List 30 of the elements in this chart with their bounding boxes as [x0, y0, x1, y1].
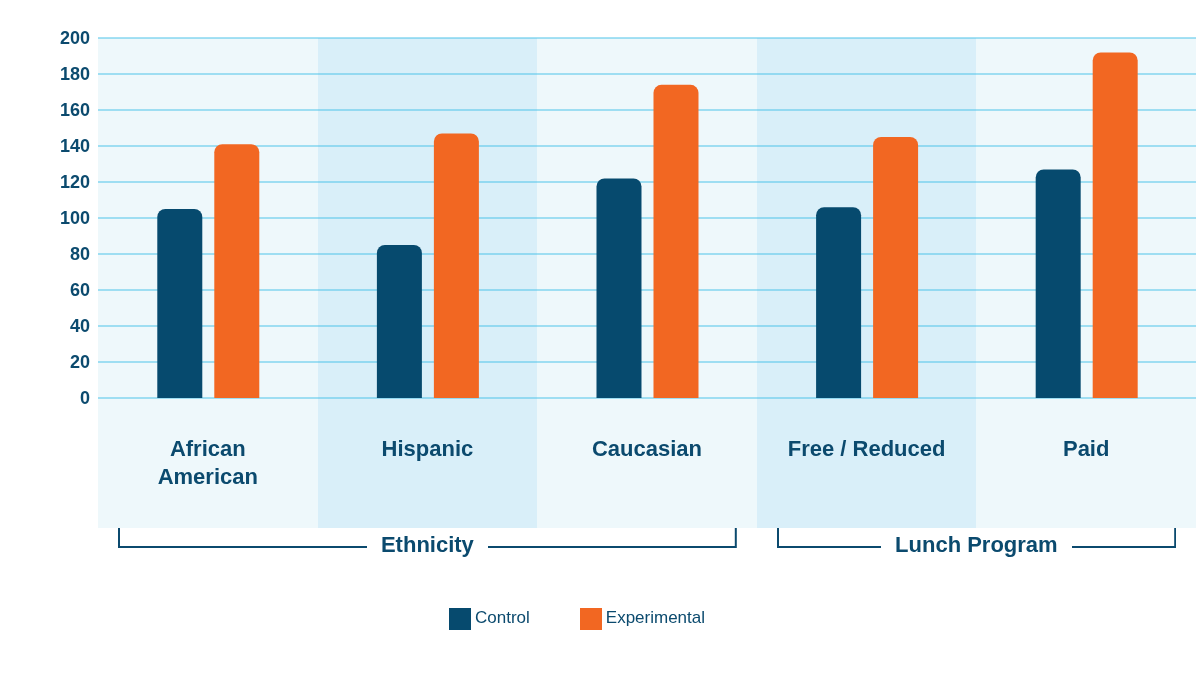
x-tick-label: Hispanic [381, 436, 474, 461]
y-tick-label: 100 [59, 208, 90, 229]
y-tick-label: 120 [59, 172, 90, 193]
y-tick-label: 60 [69, 280, 90, 301]
bar [873, 137, 919, 398]
x-tick-label: Free / Reduced [787, 436, 946, 461]
y-tick-label: 160 [59, 100, 90, 121]
y-tick-label: 140 [59, 136, 90, 157]
x-tick-label: Caucasian [591, 436, 703, 461]
bar [816, 207, 862, 398]
y-tick-label: 180 [59, 64, 90, 85]
bar [157, 209, 203, 398]
bar [1092, 52, 1138, 398]
legend-label: Experimental [605, 608, 706, 628]
text: Ethnicity [366, 532, 488, 557]
y-tick-label: 40 [69, 316, 90, 337]
legend-label: Control [474, 608, 530, 628]
y-tick-label: 20 [69, 352, 90, 373]
x-tick-label: African American [157, 436, 258, 489]
text: Lunch Program [881, 532, 1072, 557]
bar [596, 178, 642, 398]
x-tick-label: Paid [1062, 436, 1110, 461]
bar [376, 245, 422, 398]
bar [433, 133, 479, 398]
bar [214, 144, 260, 398]
bar [653, 84, 699, 398]
y-tick-label: 0 [79, 388, 90, 409]
y-tick-label: 200 [59, 28, 90, 49]
bar [1035, 169, 1081, 398]
y-tick-label: 80 [69, 244, 90, 265]
